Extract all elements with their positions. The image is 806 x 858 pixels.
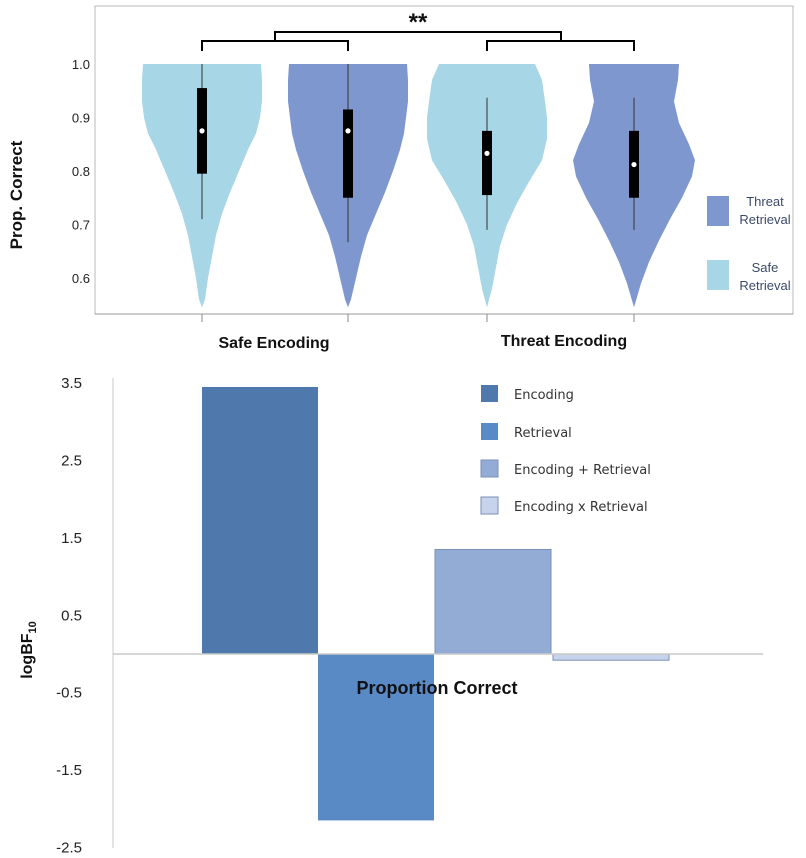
violin-y-ticks: 0.6 0.7 0.8 0.9 1.0: [72, 57, 90, 286]
bar-y-tick-label: 2.5: [61, 453, 82, 470]
violin-x-label-threat-encoding: Threat Encoding: [501, 333, 627, 350]
significance-bracket: **: [201, 9, 635, 51]
violin-y-tick-label: 0.8: [72, 164, 90, 179]
legend-swatch-encoding-x-retrieval: [480, 496, 499, 515]
bracket-right: [486, 40, 635, 51]
bar-y-tick-label: 0.5: [61, 607, 82, 624]
significance-label: **: [409, 9, 428, 36]
violin-median-threat-retrieval-threat-encoding: [631, 161, 637, 168]
violin-box-safe-retrieval-threat-encoding: [482, 130, 492, 196]
bar-x-axis-label: Proportion Correct: [356, 678, 517, 698]
violin-y-axis-title: Prop. Correct: [7, 140, 26, 249]
legend-swatch-threat-retrieval: [707, 196, 729, 226]
bracket-top: [274, 31, 562, 41]
legend-label-threat-line2: Retrieval: [739, 212, 790, 227]
legend-label-encoding-x-retrieval: Encoding x Retrieval: [514, 500, 648, 515]
violin-median-threat-retrieval-safe-encoding: [345, 128, 351, 134]
violin-y-tick-label: 0.6: [72, 271, 90, 286]
bar-y-ticks: 3.5 2.5 1.5 0.5 -0.5 -1.5 -2.5: [56, 375, 82, 856]
bar-y-tick-label: 1.5: [61, 530, 82, 547]
violin-legend: Threat Retrieval Safe Retrieval: [707, 194, 791, 293]
bar-y-tick-label: -0.5: [56, 685, 82, 702]
bar-y-axis-title: logBF10: [19, 621, 39, 679]
legend-label-threat-line1: Threat: [746, 194, 784, 209]
bar-encoding: [202, 386, 318, 654]
violin-median-safe-retrieval-safe-encoding: [199, 128, 205, 134]
legend-label-safe-line2: Retrieval: [739, 278, 790, 293]
legend-swatch-encoding: [481, 385, 498, 402]
bar-y-tick-label: 3.5: [61, 375, 82, 392]
violin-median-safe-retrieval-threat-encoding: [484, 150, 490, 156]
legend-label-encoding-retrieval: Encoding + Retrieval: [514, 463, 651, 478]
violin-y-tick-label: 0.9: [72, 111, 90, 126]
violin-y-tick-label: 0.7: [72, 218, 90, 233]
bar-legend: Encoding Retrieval Encoding + Retrieval Enc…: [480, 385, 651, 515]
bar-y-tick-label: -2.5: [56, 840, 82, 857]
bracket-left: [201, 40, 349, 51]
violin-series: [142, 64, 695, 308]
legend-label-encoding: Encoding: [514, 388, 574, 403]
bar-encoding-retrieval: [434, 549, 552, 655]
violin-x-ticks: [201, 314, 635, 322]
violin-y-tick-label: 1.0: [72, 57, 90, 72]
violin-box-threat-retrieval-safe-encoding: [343, 109, 353, 198]
legend-swatch-retrieval: [481, 423, 498, 440]
bar-series: [202, 386, 670, 821]
bar-y-tick-label: -1.5: [56, 762, 82, 779]
violin-panel: Prop. Correct 0.6 0.7 0.8 0.9 1.0 ** Safe En…: [7, 5, 794, 352]
bar-encoding-x-retrieval: [552, 653, 670, 661]
bar-retrieval: [318, 654, 434, 821]
bar-panel: 3.5 2.5 1.5 0.5 -0.5 -1.5 -2.5 logBF10 Proport…: [19, 375, 763, 857]
legend-label-retrieval: Retrieval: [514, 426, 572, 441]
legend-swatch-safe-retrieval: [707, 260, 729, 290]
legend-swatch-encoding-retrieval: [480, 459, 499, 478]
violin-x-label-safe-encoding: Safe Encoding: [218, 335, 329, 352]
legend-label-safe-line1: Safe: [752, 260, 779, 275]
